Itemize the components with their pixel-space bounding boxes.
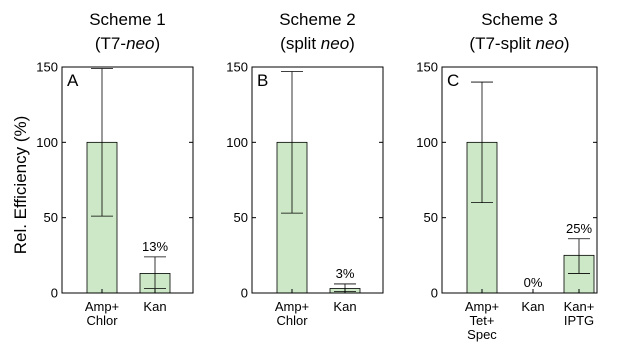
y-tick-label: 50 [44,210,58,225]
y-tick-label: 100 [226,135,248,150]
panel-letter: B [257,71,268,90]
axes-frame [251,66,384,294]
x-tick-label: Kan [143,299,166,314]
x-tick-label: Kan+ IPTG [564,299,595,328]
data-label: 25% [566,221,592,236]
panel-letter: A [67,71,79,90]
y-axis-label: Rel. Efficiency (%) [11,116,30,255]
panel-subtitle: (split neo) [280,34,355,53]
panel-c: Scheme 3 (T7-split neo) 0% 25% 0 50 100 150 Amp+… [416,10,598,342]
error-bar [471,81,493,204]
y-tick-label: 50 [234,210,248,225]
panel-letter: C [447,71,459,90]
x-tick-label: Kan [521,299,544,314]
y-tick-label: 100 [36,135,58,150]
axes-frame [61,66,194,294]
y-tick-label: 150 [416,60,438,75]
x-tick-label: Amp+ Chlor [85,299,119,328]
panel-title: Scheme 3 [481,10,558,29]
panel-subtitle: (T7-neo) [95,34,160,53]
y-tick-label: 150 [36,60,58,75]
panel-b: Scheme 2 (split neo) 3% 0 50 100 150 Amp+ Chlor K… [226,10,384,328]
y-tick-label: 100 [416,135,438,150]
panel-title: Scheme 1 [89,10,166,29]
error-bar [144,256,166,289]
panel-title: Scheme 2 [279,10,356,29]
x-tick-label: Amp+ Chlor [275,299,309,328]
y-tick-label: 0 [431,286,438,301]
x-tick-label: Amp+ Tet+ Spec [465,299,499,342]
axes-frame [441,66,598,294]
data-label: 3% [336,266,355,281]
error-bar [281,71,303,214]
panel-a: Scheme 1 (T7-neo) 13% 0 50 100 150 Amp+ Chlor Kan… [36,10,194,328]
y-tick-label: 150 [226,60,248,75]
data-label: 0% [524,275,543,290]
panel-subtitle: (T7-split neo) [469,34,569,53]
y-tick-label: 0 [241,286,248,301]
error-bar [91,68,113,217]
x-tick-label: Kan [333,299,356,314]
data-label: 13% [142,239,168,254]
error-bar [568,238,590,274]
y-tick-label: 50 [424,210,438,225]
y-tick-label: 0 [51,286,58,301]
